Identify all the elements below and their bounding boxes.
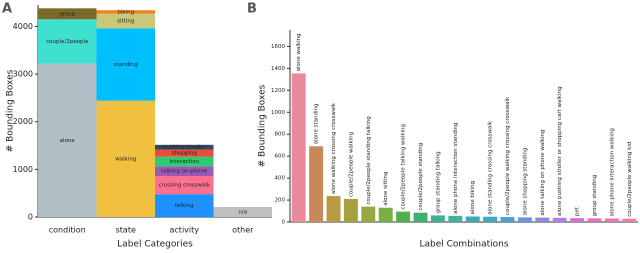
y-tick-label: 1200 [271,88,285,94]
bar [309,146,324,222]
bar-label: alone phone interaction standing [453,123,459,214]
bar-label: alone biking [470,181,476,215]
y-tick-label: 1000 [271,110,285,116]
bar [291,73,306,222]
bar-label: couple/2people walking [348,132,354,197]
bar-label: alone standing crossing crosswalk [488,120,494,215]
bar [378,207,393,222]
y-tick-label: 1600 [271,44,285,50]
bar-label: alone phone interaction walking [609,128,615,216]
bar [465,216,480,222]
x-tick-label: condition [49,226,86,235]
segment-label: talking [175,203,194,209]
bar-segment [155,176,214,195]
bar [517,217,532,222]
bar [326,196,341,222]
y-tick-label: 0 [282,220,286,226]
bar-segment [155,156,214,167]
y-tick-label: 1400 [271,66,285,72]
bar-segment [155,144,214,150]
segment-label: group [59,11,75,17]
x-axis-title: Label Categories [117,240,193,250]
y-tick-label: 200 [275,198,286,204]
y-tick-label: 2000 [13,117,33,126]
bar-segment [38,63,97,218]
bar [483,216,498,222]
bar [396,211,411,222]
segment-label: alone [60,138,76,144]
bar-label: alone sitting [383,172,389,206]
panel-label: A [2,2,12,17]
bar-label: alone talking on phone walking [540,130,546,216]
bar-label: group standing talking [435,151,441,213]
y-tick-label: 4000 [13,22,33,31]
x-tick-label: state [116,226,136,235]
bar-segment [213,206,272,217]
bar-label: couple/2people walking kid [627,142,633,217]
segment-label: standing [114,62,138,68]
segment-label: biking [117,9,134,15]
segment-label: couple/2people [46,39,89,45]
bar [448,215,463,222]
x-axis-title: Label Combinations [419,240,508,250]
bar [361,206,376,222]
bar-label: couple/2people talking walking [401,124,407,210]
bar-label: alone walking crossing crosswalk [331,102,337,194]
bar-segment [96,13,155,29]
y-tick-label: 400 [275,176,286,182]
bar-label: alone walking [296,33,302,71]
bar-label: alone standing [314,104,320,145]
y-axis-title: # Bounding Boxes [258,84,268,167]
bar [604,218,619,222]
segment-label: interaction [169,159,199,165]
bar-segment [38,8,97,20]
bar [587,218,602,222]
bar [622,218,637,222]
x-tick-label: activity [170,226,200,235]
segment-label: n/a [238,209,247,215]
bar-segment [96,100,155,217]
bar-label: pet [575,206,581,216]
bar-label: alone shopping standing [522,148,528,216]
y-axis-title: # Bounding Boxes [6,69,16,152]
bar [413,212,428,222]
bar-segment [155,166,214,177]
bar-segment [38,19,97,64]
bar [535,217,550,222]
x-tick-label: other [232,226,254,235]
bar-segment [155,149,214,157]
segment-label: shopping [172,151,197,157]
y-tick-label: 1000 [13,165,33,174]
segment-label: sitting [117,18,134,24]
bar [552,217,567,222]
bar [570,218,585,222]
y-tick-label: 0 [28,213,33,222]
y-tick-label: 3000 [13,70,33,79]
bar-label: alone pushing stroller or shopping cart … [557,86,563,215]
bar-label: couple/2people walking crossing crosswal… [505,96,511,215]
bar [500,217,515,222]
bar-segment [96,10,155,14]
y-tick-label: 800 [275,132,286,138]
segment-label: crossing crosswalk [159,183,211,189]
bar-label: couple/2people standing [418,143,424,211]
bar-segment [96,28,155,101]
y-tick-label: 600 [275,154,286,160]
segment-label: pushing stroller [163,145,207,151]
segment-label: talking on phone [161,169,208,175]
bar-label: group standing [592,175,598,217]
bar [343,198,358,222]
panel-label: B [247,2,257,17]
bar-segment [155,194,214,217]
bar [430,215,445,222]
bar-label: couple/2people standing talking [366,116,372,204]
segment-label: walking [115,156,136,162]
